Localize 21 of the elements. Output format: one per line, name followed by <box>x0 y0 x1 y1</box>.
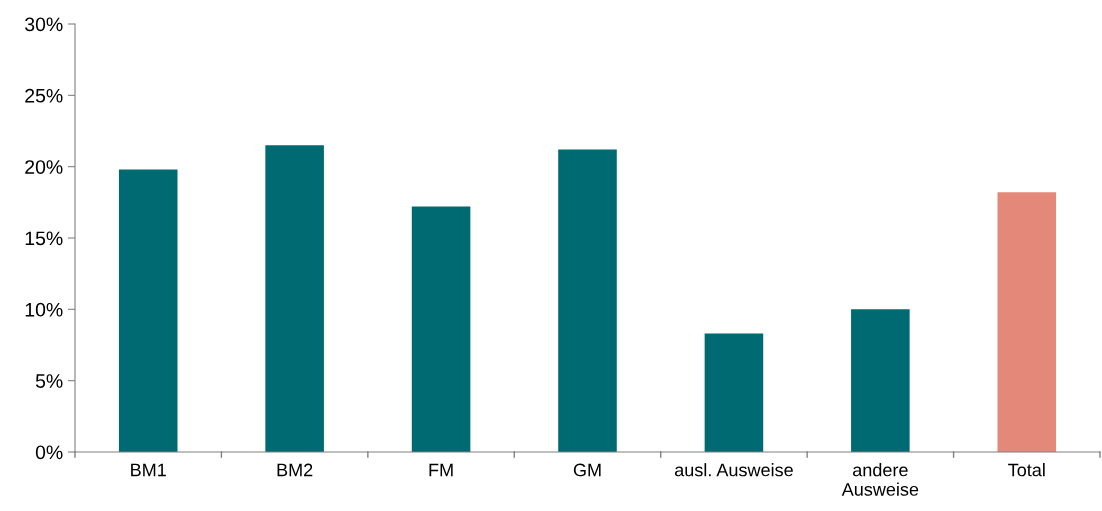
y-tick-label: 25% <box>25 88 63 103</box>
bar <box>997 192 1057 452</box>
bar <box>558 149 617 452</box>
y-tick-label: 10% <box>25 302 63 317</box>
x-tick-label: ausl. Ausweise <box>674 463 793 477</box>
y-tick-label: 0% <box>35 445 63 460</box>
y-tick-label: 20% <box>25 160 63 174</box>
bar <box>851 309 910 452</box>
bar <box>704 333 764 452</box>
bar <box>411 206 471 452</box>
y-tick-label: 15% <box>25 231 63 246</box>
y-tick-label: 30% <box>25 17 63 32</box>
x-tick-label: FM <box>429 463 453 477</box>
y-tick-label: 5% <box>35 374 63 388</box>
bar <box>118 169 178 452</box>
x-tick-label: GM <box>573 463 601 477</box>
x-tick-label: BM2 <box>277 463 313 477</box>
bar <box>265 145 324 452</box>
x-tick-label: andere Ausweise <box>841 463 919 496</box>
x-tick-label: Total <box>1008 463 1045 477</box>
x-tick-label: BM1 <box>131 463 166 477</box>
